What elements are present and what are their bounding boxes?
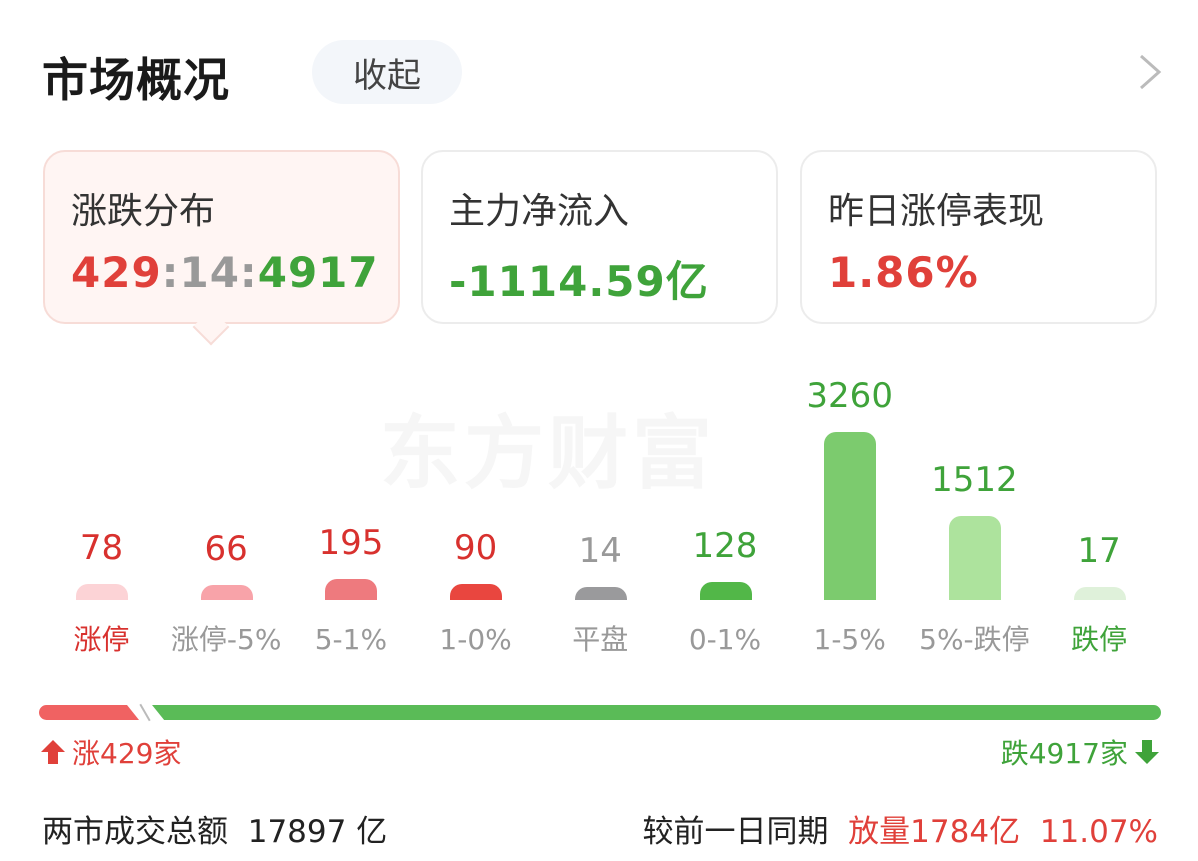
chart-bar [450, 583, 503, 600]
turnover-value: 17897 亿 [247, 814, 388, 850]
compare-label: 较前一日同期 [642, 814, 829, 850]
separator: : [161, 248, 180, 297]
card-value: -1114.59亿 [449, 257, 709, 306]
chart-bar [699, 581, 752, 600]
down-summary-label: 跌4917家 [1000, 737, 1128, 770]
category-label: 1-0% [439, 623, 512, 656]
chart-column: 1512 5%-跌停 [912, 0, 1037, 861]
up-ratio-bar [39, 705, 140, 720]
bar-value-label: 1512 [931, 459, 1018, 500]
chart-bar [948, 515, 1001, 600]
card-label: 昨日涨停表现 [828, 191, 1045, 232]
down-summary: 跌4917家 [1001, 732, 1160, 772]
turnover-label: 两市成交总额 [42, 814, 228, 850]
card-main-net-inflow[interactable]: 主力净流入 -1114.59亿 [421, 150, 778, 324]
category-label: 1-5% [813, 623, 886, 656]
category-label: 涨停-5% [170, 623, 282, 656]
bar-value-label: 78 [79, 528, 124, 569]
turnover: 两市成交总额 17897 亿 [42, 806, 387, 851]
chart-column: 195 5-1% [288, 0, 413, 861]
category-label: 5-1% [314, 623, 388, 656]
card-label: 主力净流入 [449, 191, 630, 232]
category-label: 5%-跌停 [919, 623, 1030, 656]
chart-column: 128 0-1% [663, 0, 788, 861]
chart-column: 66 涨停-5% [164, 0, 289, 861]
up-summary: 涨429家 [40, 732, 181, 772]
chart-bar [76, 584, 128, 600]
category-label: 跌停 [1071, 623, 1128, 656]
chart-bar [824, 432, 877, 600]
chart-column: 90 1-0% [413, 0, 538, 861]
up-count: 429 [71, 248, 162, 297]
card-value: 1.86% [828, 248, 979, 297]
chart-column: 17 跌停 [1037, 0, 1162, 861]
chart-column: 14 平盘 [538, 0, 663, 861]
arrow-down-icon [1135, 740, 1159, 764]
category-label: 0-1% [688, 623, 762, 656]
bar-value-label: 90 [453, 527, 498, 568]
card-yesterday-limit-up[interactable]: 昨日涨停表现 1.86% [800, 150, 1157, 324]
bar-value-label: 128 [692, 525, 758, 566]
chart-bar [200, 584, 253, 600]
compare-change: 放量1784亿 [848, 814, 1021, 850]
flat-count: 14 [179, 248, 240, 297]
card-value: 429:14:4917 [71, 248, 398, 297]
bar-value-label: 17 [1077, 531, 1121, 572]
down-count: 4917 [257, 248, 379, 297]
bar-value-label: 14 [578, 531, 622, 572]
chart-bar [574, 587, 627, 600]
category-label: 涨停 [73, 623, 130, 656]
arrow-up-icon [41, 740, 65, 764]
chart-column: 3260 1-5% [787, 0, 912, 861]
turnover-compare: 较前一日同期 放量1784亿 11.07% [642, 806, 1158, 851]
chart-bar [325, 578, 378, 600]
card-label: 涨跌分布 [71, 191, 216, 232]
chart-column: 78 涨停 [39, 0, 164, 861]
card-rise-fall-distribution[interactable]: 涨跌分布 429:14:4917 [43, 150, 400, 324]
category-label: 平盘 [572, 623, 629, 656]
bar-value-label: 195 [318, 522, 384, 563]
chart-bar [1073, 587, 1126, 600]
bar-value-label: 3260 [806, 376, 893, 416]
page-title: 市场概况 [42, 53, 230, 107]
collapse-button[interactable]: 收起 [312, 40, 462, 104]
compare-pct: 11.07% [1039, 814, 1158, 850]
watermark-logo: 东方财富 [380, 407, 716, 500]
up-summary-label: 涨429家 [72, 737, 182, 770]
bar-value-label: 66 [204, 528, 248, 569]
separator: : [239, 248, 258, 297]
chevron-right-icon[interactable] [1135, 52, 1165, 92]
down-ratio-bar [152, 705, 1161, 720]
